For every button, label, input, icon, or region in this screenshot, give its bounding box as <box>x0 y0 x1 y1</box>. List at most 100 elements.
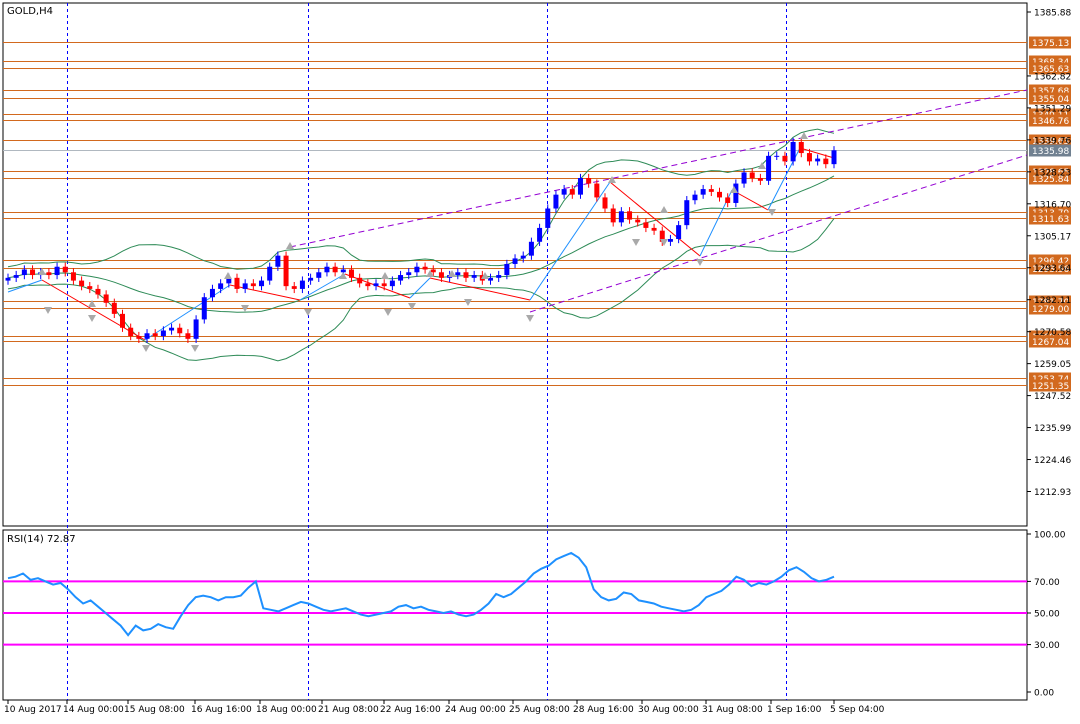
candle-bull <box>692 194 698 201</box>
zigzag-segment <box>429 277 531 301</box>
candle-bear <box>79 280 85 287</box>
level-price-label: 1375.13 <box>1032 39 1069 49</box>
zigzag-segment <box>529 181 611 301</box>
level-price-label: 1267.04 <box>1032 338 1069 348</box>
candle-bull <box>209 288 215 298</box>
candle-bear <box>610 208 616 223</box>
x-axis-label: 21 Aug 08:00 <box>318 705 379 715</box>
y-tick-label: 1247.52 <box>1034 392 1071 402</box>
candle-bull <box>561 189 567 195</box>
candle-bear <box>806 153 812 162</box>
bollinger-lower <box>7 218 835 362</box>
level-price-label: 1355.04 <box>1032 95 1069 105</box>
candle-bear <box>128 327 134 337</box>
zigzag-segment <box>144 284 231 341</box>
zigzag-segment <box>609 181 701 257</box>
level-price-label-bg <box>1029 302 1071 315</box>
candle-bear <box>250 283 256 287</box>
fractal-down-arrow <box>660 239 668 246</box>
level-price-label-bg <box>1029 335 1071 348</box>
candle-bull <box>54 266 60 276</box>
candle-bull <box>242 283 248 289</box>
current-price-label: 1335.98 <box>1032 147 1069 157</box>
fractal-down-arrow <box>304 309 312 316</box>
y-tick-label: 1293.64 <box>1034 264 1071 274</box>
fractal-up-arrow <box>339 272 347 279</box>
rsi-panel-frame <box>2 529 1028 701</box>
candle-bear <box>62 266 68 273</box>
candle-bear <box>119 313 125 328</box>
fractal-down-arrow <box>191 345 199 352</box>
rsi-line <box>7 551 835 637</box>
candle-bear <box>185 333 191 339</box>
candle-bear <box>111 302 117 314</box>
y-tick-label: 1224.46 <box>1034 456 1071 466</box>
candle-bull <box>496 275 502 278</box>
x-axis-label: 18 Aug 00:00 <box>256 705 317 715</box>
candle-bear <box>70 272 76 281</box>
candle-bear <box>430 269 436 273</box>
candle-bear <box>651 227 657 231</box>
candle-bear <box>46 272 52 276</box>
y-tick-label: 1305.17 <box>1034 232 1071 242</box>
fractal-down-arrow <box>241 305 249 312</box>
candle-bull <box>299 280 305 289</box>
zigzag-segment <box>229 284 301 301</box>
y-tick-label: 1362.82 <box>1034 72 1071 82</box>
y-tick-label: 1316.70 <box>1034 200 1071 210</box>
level-price-label: 1251.35 <box>1032 382 1069 392</box>
fractal-up-arrow <box>448 270 456 277</box>
level-price-label: 1357.68 <box>1032 87 1069 97</box>
level-price-label: 1325.84 <box>1032 175 1069 185</box>
x-axis-label: 31 Aug 08:00 <box>702 705 763 715</box>
level-price-label: 1311.63 <box>1032 215 1069 225</box>
candle-bull <box>226 277 232 284</box>
candle-bear <box>643 222 649 228</box>
candle-bull <box>553 194 559 209</box>
main-panel-frame <box>2 2 1028 527</box>
candle-bull <box>520 255 526 259</box>
bollinger-middle <box>7 175 835 313</box>
fractal-up-arrow <box>224 272 232 279</box>
candle-bull <box>790 141 796 162</box>
fractal-down-arrow <box>88 315 96 322</box>
candle-bull <box>373 283 379 287</box>
x-axis-label: 28 Aug 16:00 <box>573 705 634 715</box>
candle-bull <box>684 200 690 226</box>
y-tick-label: 1212.93 <box>1034 488 1071 498</box>
y-tick-label: 1235.99 <box>1034 424 1071 434</box>
fractal-down-arrow <box>768 209 776 216</box>
candle-bear <box>87 286 93 289</box>
level-price-label-bg <box>1029 114 1071 127</box>
candle-bull <box>169 327 175 331</box>
fractal-up-arrow <box>286 242 294 249</box>
level-price-label: 1339.63 <box>1032 137 1069 147</box>
x-axis-label: 1 Sep 16:00 <box>767 705 822 715</box>
candle-bull <box>21 269 27 276</box>
candle-bull <box>471 275 477 278</box>
candle-bull <box>316 272 322 278</box>
candle-bear <box>348 269 354 278</box>
candle-bear <box>627 211 633 220</box>
candle-bull <box>815 158 821 162</box>
candle-bull <box>577 178 583 195</box>
candle-bear <box>30 269 36 276</box>
candle-bear <box>438 272 444 278</box>
fractal-down-arrow <box>464 299 472 306</box>
rsi-y-tick-label: 30.00 <box>1034 641 1060 651</box>
main-panel-title: GOLD,H4 <box>7 6 53 17</box>
candle-bull <box>340 269 346 273</box>
candle-bear <box>569 189 575 195</box>
y-tick-label: 1339.76 <box>1034 136 1071 146</box>
fractal-down-arrow <box>44 307 52 314</box>
x-axis-label: 25 Aug 08:00 <box>509 705 570 715</box>
level-price-label-bg <box>1029 172 1071 185</box>
x-axis-label: 15 Aug 08:00 <box>124 705 185 715</box>
fractal-up-arrow <box>88 300 96 307</box>
candle-bull <box>766 155 772 181</box>
candle-bear <box>635 219 641 223</box>
level-price-label-bg <box>1029 92 1071 105</box>
fractal-up-arrow <box>381 272 389 279</box>
fractal-up-arrow <box>426 270 434 277</box>
